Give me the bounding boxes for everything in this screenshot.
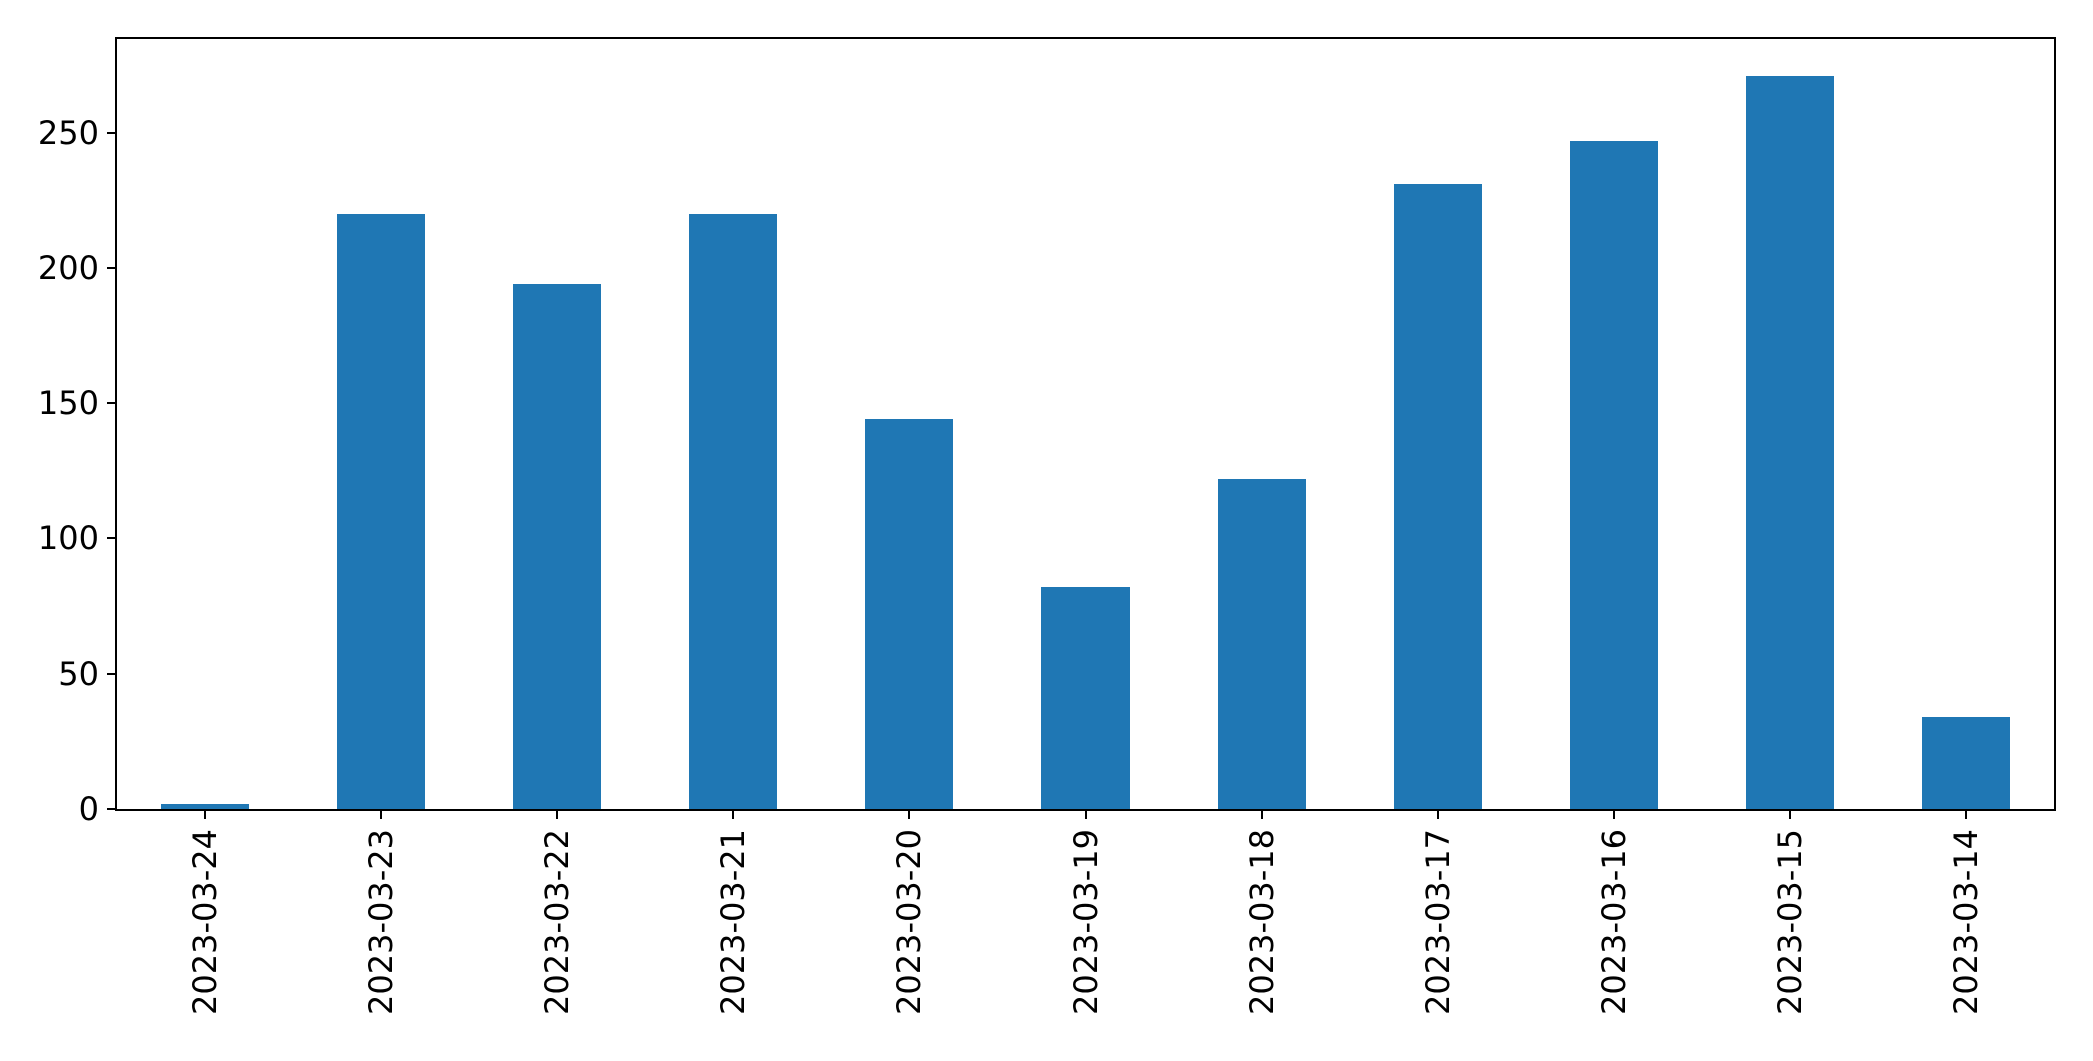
plot-area <box>115 37 2056 811</box>
y-tick-label-150: 150 <box>37 384 99 423</box>
x-tick-label-2023-03-15: 2023-03-15 <box>1770 829 1809 1015</box>
x-tick-label-2023-03-17: 2023-03-17 <box>1418 829 1457 1015</box>
bar-2023-03-16 <box>1569 140 1658 809</box>
bar-2023-03-22 <box>513 284 602 809</box>
x-tick-label-2023-03-22: 2023-03-22 <box>538 829 577 1015</box>
y-tick-label-50: 50 <box>58 654 99 693</box>
y-tick-label-250: 250 <box>37 113 99 152</box>
x-tick-label-2023-03-21: 2023-03-21 <box>714 829 753 1015</box>
bar-2023-03-23 <box>337 213 426 809</box>
y-tick-mark-150 <box>107 402 115 405</box>
bar-2023-03-15 <box>1745 75 1834 809</box>
bar-2023-03-24 <box>161 803 250 809</box>
x-tick-mark-2023-03-18 <box>1260 811 1263 819</box>
y-tick-label-100: 100 <box>37 519 99 558</box>
x-tick-label-2023-03-18: 2023-03-18 <box>1242 829 1281 1015</box>
bar-2023-03-18 <box>1217 478 1306 809</box>
x-tick-label-2023-03-23: 2023-03-23 <box>362 829 401 1015</box>
y-tick-mark-200 <box>107 266 115 269</box>
x-tick-mark-2023-03-14 <box>1964 811 1967 819</box>
x-tick-mark-2023-03-21 <box>732 811 735 819</box>
bar-2023-03-14 <box>1921 717 2010 809</box>
x-tick-mark-2023-03-23 <box>380 811 383 819</box>
bar-2023-03-20 <box>865 419 954 809</box>
y-tick-mark-0 <box>107 808 115 810</box>
x-tick-mark-2023-03-24 <box>204 811 207 819</box>
y-tick-mark-50 <box>107 672 115 675</box>
x-tick-mark-2023-03-19 <box>1084 811 1087 819</box>
x-tick-label-2023-03-16: 2023-03-16 <box>1594 829 1633 1015</box>
x-tick-mark-2023-03-20 <box>908 811 911 819</box>
y-tick-label-0: 0 <box>78 790 99 828</box>
bar-2023-03-17 <box>1393 184 1482 809</box>
y-tick-mark-250 <box>107 131 115 134</box>
x-tick-label-2023-03-19: 2023-03-19 <box>1066 829 1105 1015</box>
y-tick-mark-100 <box>107 537 115 540</box>
x-tick-mark-2023-03-16 <box>1612 811 1615 819</box>
x-tick-mark-2023-03-17 <box>1436 811 1439 819</box>
x-tick-mark-2023-03-22 <box>556 811 559 819</box>
y-tick-label-200: 200 <box>37 248 99 287</box>
x-tick-label-2023-03-20: 2023-03-20 <box>890 829 929 1015</box>
x-tick-label-2023-03-24: 2023-03-24 <box>186 829 225 1015</box>
x-tick-mark-2023-03-15 <box>1788 811 1791 819</box>
bar-2023-03-19 <box>1041 587 1130 809</box>
bar-2023-03-21 <box>689 213 778 809</box>
x-tick-label-2023-03-14: 2023-03-14 <box>1946 829 1985 1015</box>
